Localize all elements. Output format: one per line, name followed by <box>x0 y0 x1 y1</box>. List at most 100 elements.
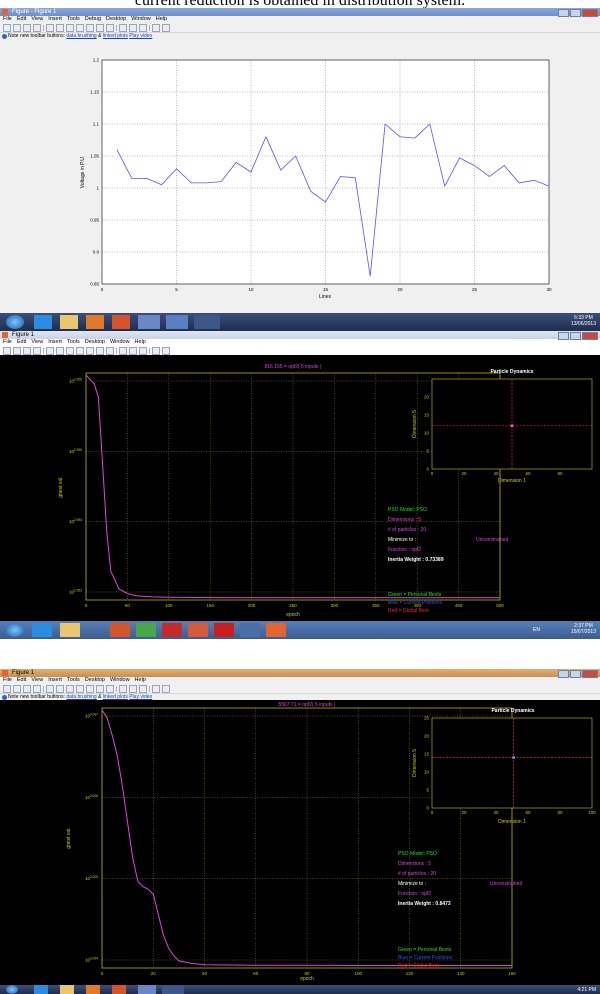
media-player-icon[interactable] <box>86 985 100 994</box>
show-plot-tools-icon[interactable] <box>162 346 170 355</box>
menu-desktop[interactable]: Desktop <box>84 339 105 345</box>
menu-view[interactable]: View <box>31 677 44 683</box>
menu-file[interactable]: File <box>3 677 12 683</box>
minimize-button[interactable] <box>558 332 569 340</box>
system-clock[interactable]: 6:33 PM 13/06/2013 <box>571 315 596 327</box>
data-brushing-link[interactable]: data brushing <box>66 33 97 39</box>
menu-desktop[interactable]: Desktop <box>84 677 105 683</box>
pan-icon[interactable] <box>76 346 84 355</box>
close-button[interactable] <box>582 9 598 17</box>
menu-help[interactable]: Help <box>155 16 168 22</box>
save-icon[interactable] <box>23 684 31 693</box>
maximize-button[interactable] <box>570 332 581 340</box>
media-player-icon[interactable] <box>86 315 104 329</box>
link-icon[interactable] <box>119 346 127 355</box>
data-cursor-icon[interactable] <box>96 23 104 32</box>
acrobat-icon[interactable] <box>214 623 234 637</box>
save-icon[interactable] <box>23 23 31 32</box>
new-figure-icon[interactable] <box>3 346 11 355</box>
open-icon[interactable] <box>13 23 21 32</box>
menu-debug[interactable]: Debug <box>84 16 102 22</box>
system-clock[interactable]: 4:21 PM <box>577 987 596 993</box>
print-icon[interactable] <box>33 684 41 693</box>
zoom-out-icon[interactable] <box>66 23 74 32</box>
data-cursor-icon[interactable] <box>96 346 104 355</box>
pan-icon[interactable] <box>76 23 84 32</box>
close-button[interactable] <box>582 332 598 340</box>
ie-icon[interactable] <box>34 985 48 994</box>
colorbar-icon[interactable] <box>129 23 137 32</box>
linked-plots-link[interactable]: linked plots <box>102 694 128 700</box>
menu-tools[interactable]: Tools <box>66 339 80 345</box>
firefox-icon[interactable] <box>112 985 126 994</box>
menu-tools[interactable]: Tools <box>66 16 80 22</box>
show-plot-tools-icon[interactable] <box>162 684 170 693</box>
close-button[interactable] <box>582 670 598 678</box>
colorbar-icon[interactable] <box>129 684 137 693</box>
rotate-icon[interactable] <box>86 23 94 32</box>
legend-icon[interactable] <box>139 346 147 355</box>
chrome-icon[interactable] <box>136 623 156 637</box>
start-button[interactable] <box>6 985 18 994</box>
data-brushing-link[interactable]: data brushing <box>66 694 97 700</box>
start-button[interactable] <box>6 315 24 329</box>
colorbar-icon[interactable] <box>129 346 137 355</box>
menu-edit[interactable]: Edit <box>16 339 27 345</box>
menu-insert[interactable]: Insert <box>48 339 62 345</box>
zoom-out-icon[interactable] <box>66 346 74 355</box>
menu-desktop[interactable]: Desktop <box>106 16 127 22</box>
menu-window[interactable]: Window <box>131 16 151 22</box>
menu-window[interactable]: Window <box>109 677 130 683</box>
zoom-out-icon[interactable] <box>66 684 74 693</box>
firefox-icon[interactable] <box>112 315 130 329</box>
paint-icon[interactable] <box>188 623 208 637</box>
menu-view[interactable]: View <box>31 16 44 22</box>
explorer-icon[interactable] <box>60 315 78 329</box>
print-icon[interactable] <box>33 346 41 355</box>
save-icon[interactable] <box>23 346 31 355</box>
matlab-taskbar-icon[interactable] <box>138 985 156 994</box>
zoom-in-icon[interactable] <box>56 684 64 693</box>
minimize-button[interactable] <box>558 670 569 678</box>
show-plot-tools-icon[interactable] <box>162 23 170 32</box>
open-icon[interactable] <box>13 684 21 693</box>
menu-view[interactable]: View <box>31 339 44 345</box>
new-figure-icon[interactable] <box>3 684 11 693</box>
explorer-icon[interactable] <box>60 985 74 994</box>
window-titlebar[interactable]: Figure 1 <box>0 331 600 340</box>
window-titlebar[interactable]: Figure 1 <box>0 669 600 678</box>
figure-taskbar-icon[interactable] <box>162 985 184 994</box>
edit-plot-icon[interactable] <box>46 684 54 693</box>
firefox-icon[interactable] <box>110 623 130 637</box>
brush-icon[interactable] <box>106 346 114 355</box>
menu-edit[interactable]: Edit <box>16 677 27 683</box>
minimize-button[interactable] <box>558 9 569 17</box>
hide-plot-tools-icon[interactable] <box>152 684 160 693</box>
language-indicator[interactable]: EN <box>533 627 540 633</box>
rotate-icon[interactable] <box>86 684 94 693</box>
menu-help[interactable]: Help <box>134 339 146 345</box>
new-figure-icon[interactable] <box>3 23 11 32</box>
menu-window[interactable]: Window <box>109 339 130 345</box>
figure-taskbar-icon[interactable] <box>240 623 260 637</box>
maximize-button[interactable] <box>570 670 581 678</box>
ie-icon[interactable] <box>32 623 52 637</box>
data-cursor-icon[interactable] <box>96 684 104 693</box>
legend-icon[interactable] <box>139 684 147 693</box>
print-icon[interactable] <box>33 23 41 32</box>
open-icon[interactable] <box>13 346 21 355</box>
link-icon[interactable] <box>119 684 127 693</box>
brush-icon[interactable] <box>106 684 114 693</box>
pan-icon[interactable] <box>76 684 84 693</box>
menu-file[interactable]: File <box>3 339 12 345</box>
system-clock[interactable]: 2:37 PM 15/07/2013 <box>571 623 596 635</box>
rotate-icon[interactable] <box>86 346 94 355</box>
linked-plots-link[interactable]: linked plots <box>102 33 128 39</box>
hide-plot-tools-icon[interactable] <box>152 346 160 355</box>
matlab-taskbar-icon[interactable] <box>138 315 160 329</box>
menu-edit[interactable]: Edit <box>16 16 27 22</box>
menu-help[interactable]: Help <box>134 677 146 683</box>
zoom-in-icon[interactable] <box>56 346 64 355</box>
edit-plot-icon[interactable] <box>46 23 54 32</box>
window-titlebar[interactable]: Figure - Figure 1 <box>0 8 600 17</box>
